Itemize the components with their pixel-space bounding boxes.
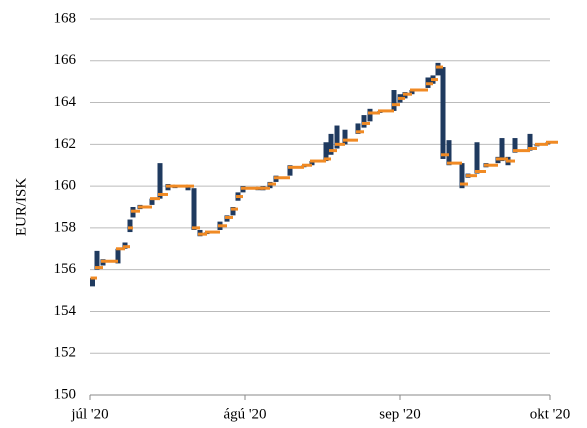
range-bar [409,90,415,95]
range-bar [185,186,191,191]
range-bar [149,198,155,205]
range-bar [391,90,397,111]
range-bar [440,67,446,159]
range-bar [435,62,441,76]
range-bar [527,133,533,151]
y-axis-label: EUR/ISK [13,178,29,237]
y-tick-label: 156 [54,261,77,277]
y-tick-label: 166 [54,52,77,68]
range-bar [499,138,505,162]
x-tick-label: júl '20 [70,406,108,422]
y-tick-label: 168 [54,10,77,26]
range-bar [367,108,373,122]
x-tick-label: sep '20 [379,406,420,422]
x-tick-label: ágú '20 [223,406,266,422]
y-tick-label: 152 [54,345,77,361]
range-bar [342,129,348,145]
y-tick-label: 158 [54,219,77,235]
range-bar [90,278,95,287]
range-bar [94,250,100,270]
range-bar [230,207,236,216]
range-bar [355,123,361,134]
range-bar [309,161,315,166]
x-tick-label: okt '20 [530,406,571,422]
range-bar [446,140,452,166]
range-bar [127,219,133,233]
y-tick-label: 154 [54,303,77,319]
range-bar [459,163,465,189]
range-bar [512,138,518,153]
range-bar [474,142,480,174]
y-tick-label: 164 [54,94,77,110]
range-bar [328,133,334,155]
range-bar [115,248,121,264]
y-tick-label: 160 [54,178,77,194]
range-bar [191,188,197,230]
range-bar [361,115,367,128]
range-bar [323,142,329,162]
range-bar [287,165,293,176]
range-bar [157,163,163,199]
y-tick-label: 162 [54,136,77,152]
range-bar [334,125,340,149]
y-tick-label: 150 [54,386,77,402]
